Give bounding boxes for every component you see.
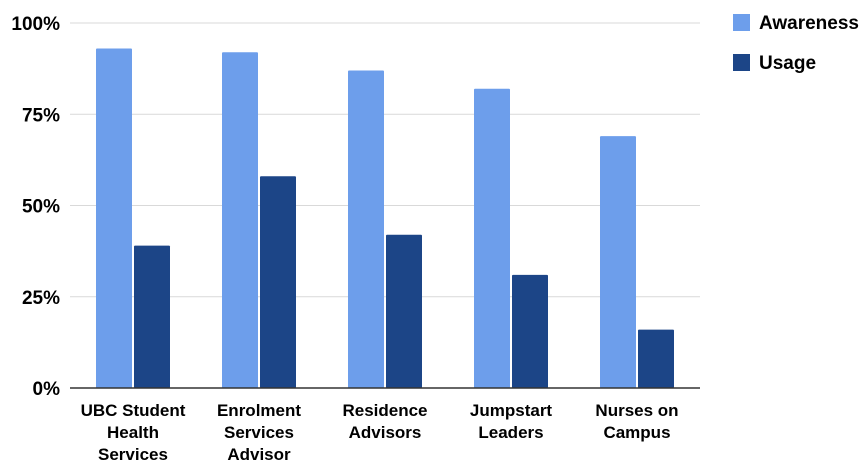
legend-swatch-awareness [733, 14, 750, 31]
bar-awareness [474, 88, 510, 388]
bar-usage [386, 234, 422, 388]
y-tick-label: 25% [22, 288, 60, 309]
bar-usage [134, 245, 170, 388]
bar-awareness [600, 136, 636, 388]
x-tick-label: UBC Student Health Services [81, 401, 186, 463]
x-tick-label: Nurses on Campus [595, 401, 678, 442]
bar-usage [512, 274, 548, 388]
y-tick-label: 100% [11, 14, 60, 35]
y-tick-label: 50% [22, 197, 60, 218]
y-tick-label: 0% [33, 379, 61, 400]
x-tick-label: Jumpstart Leaders [470, 401, 553, 442]
legend-swatch-usage [733, 54, 750, 71]
bar-awareness [222, 52, 258, 388]
x-tick-label: Enrolment Services Advisor [217, 401, 301, 463]
bar-awareness [96, 48, 132, 389]
y-tick-label: 75% [22, 105, 60, 126]
legend-label-usage: Usage [759, 53, 816, 74]
x-tick-label: Residence Advisors [342, 401, 427, 442]
bar-usage [260, 176, 296, 388]
bar-awareness [348, 70, 384, 388]
bar-usage [638, 329, 674, 388]
legend-label-awareness: Awareness [759, 13, 859, 34]
